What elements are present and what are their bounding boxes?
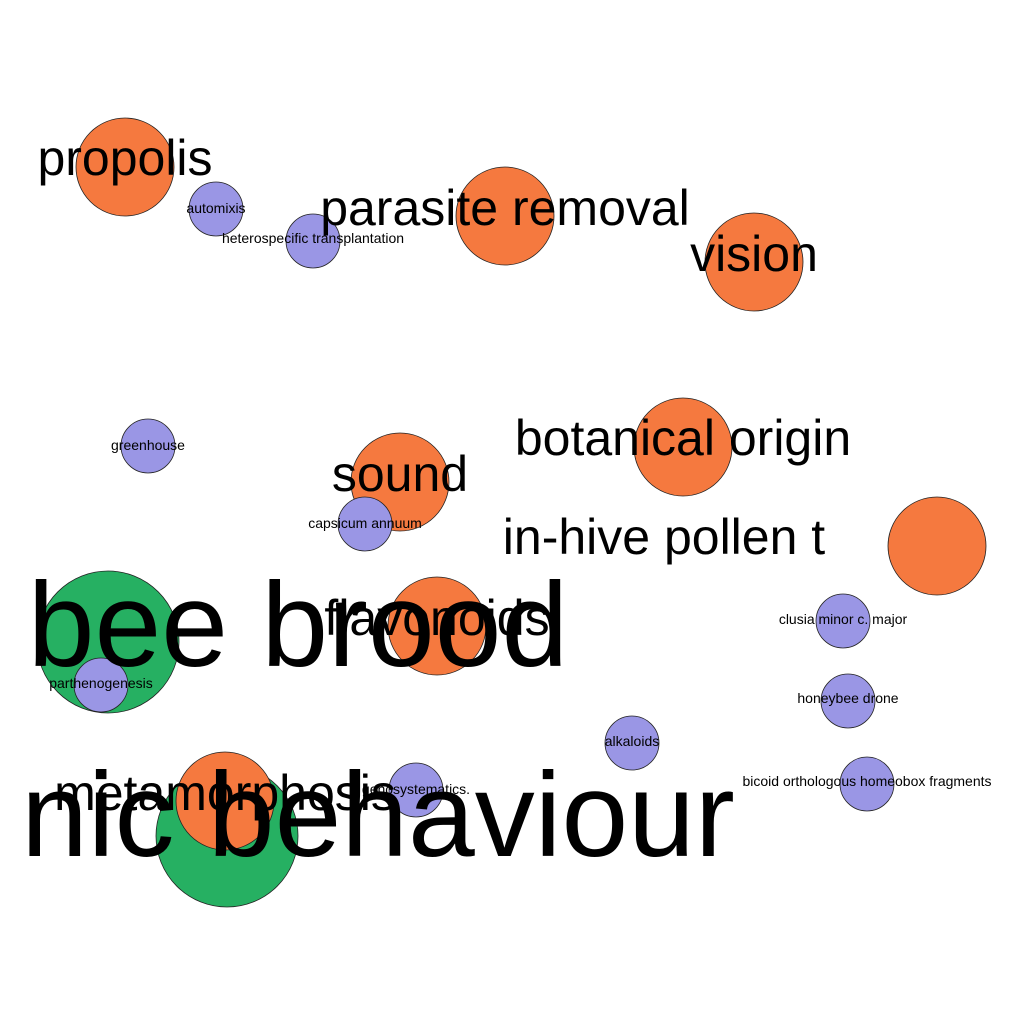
node-circle-genosystematics[interactable] xyxy=(388,762,444,818)
node-circle-in-hive-pollen[interactable] xyxy=(887,496,987,596)
node-circle-alkaloids[interactable] xyxy=(604,715,660,771)
node-circle-bicoid[interactable] xyxy=(839,756,895,812)
node-circle-parthenogenesis[interactable] xyxy=(73,657,129,713)
node-label-parthenogenesis: parthenogenesis xyxy=(49,675,153,691)
node-label-botanical-origin: botanical origin xyxy=(515,410,851,466)
node-circle-flavonoids[interactable] xyxy=(387,576,487,676)
node-label-genosystematics: genosystematics. xyxy=(362,781,470,797)
node-label-vision: vision xyxy=(690,226,818,282)
node-label-parasite-removal: parasite removal xyxy=(320,180,690,236)
node-label-automixis: automixis xyxy=(186,200,245,216)
node-circle-clusia-minor[interactable] xyxy=(815,593,871,649)
node-labels: bee brood nic behaviour propolis parasite r… xyxy=(21,130,991,882)
node-label-sound: sound xyxy=(332,446,468,502)
node-circle-metamorphosis[interactable] xyxy=(175,751,275,851)
node-circle-heterospecific-transplantation[interactable] xyxy=(285,213,341,269)
node-circle-honeybee-drone[interactable] xyxy=(820,673,876,729)
node-label-heterospecific-transplantation: heterospecific transplantation xyxy=(222,230,404,246)
node-label-in-hive-pollen: in-hive pollen t xyxy=(503,509,826,565)
node-label-clusia-minor: clusia minor c. major xyxy=(779,611,908,627)
node-label-honeybee-drone: honeybee drone xyxy=(797,690,898,706)
node-circle-bee-brood[interactable] xyxy=(36,570,180,714)
node-label-metamorphosis: metamorphosis xyxy=(54,765,396,821)
node-label-greenhouse: greenhouse xyxy=(111,437,185,453)
node-label-flavonoids: flavonoids xyxy=(324,590,549,646)
node-label-hygienic-behaviour: nic behaviour xyxy=(21,748,735,882)
node-circle-parasite-removal[interactable] xyxy=(455,166,555,266)
node-label-bee-brood: bee brood xyxy=(28,558,568,692)
node-circle-greenhouse[interactable] xyxy=(120,418,176,474)
node-label-bicoid: bicoid orthologous homeobox fragments xyxy=(742,773,991,789)
node-circles xyxy=(36,117,987,908)
node-circle-automixis[interactable] xyxy=(188,181,244,237)
node-circle-capsicum-annuum[interactable] xyxy=(337,496,393,552)
node-circle-propolis[interactable] xyxy=(75,117,175,217)
node-circle-vision[interactable] xyxy=(704,212,804,312)
node-label-alkaloids: alkaloids xyxy=(605,733,659,749)
node-circle-botanical-origin[interactable] xyxy=(633,397,733,497)
node-label-capsicum-annuum: capsicum annuum xyxy=(308,515,422,531)
node-label-propolis: propolis xyxy=(37,130,212,186)
